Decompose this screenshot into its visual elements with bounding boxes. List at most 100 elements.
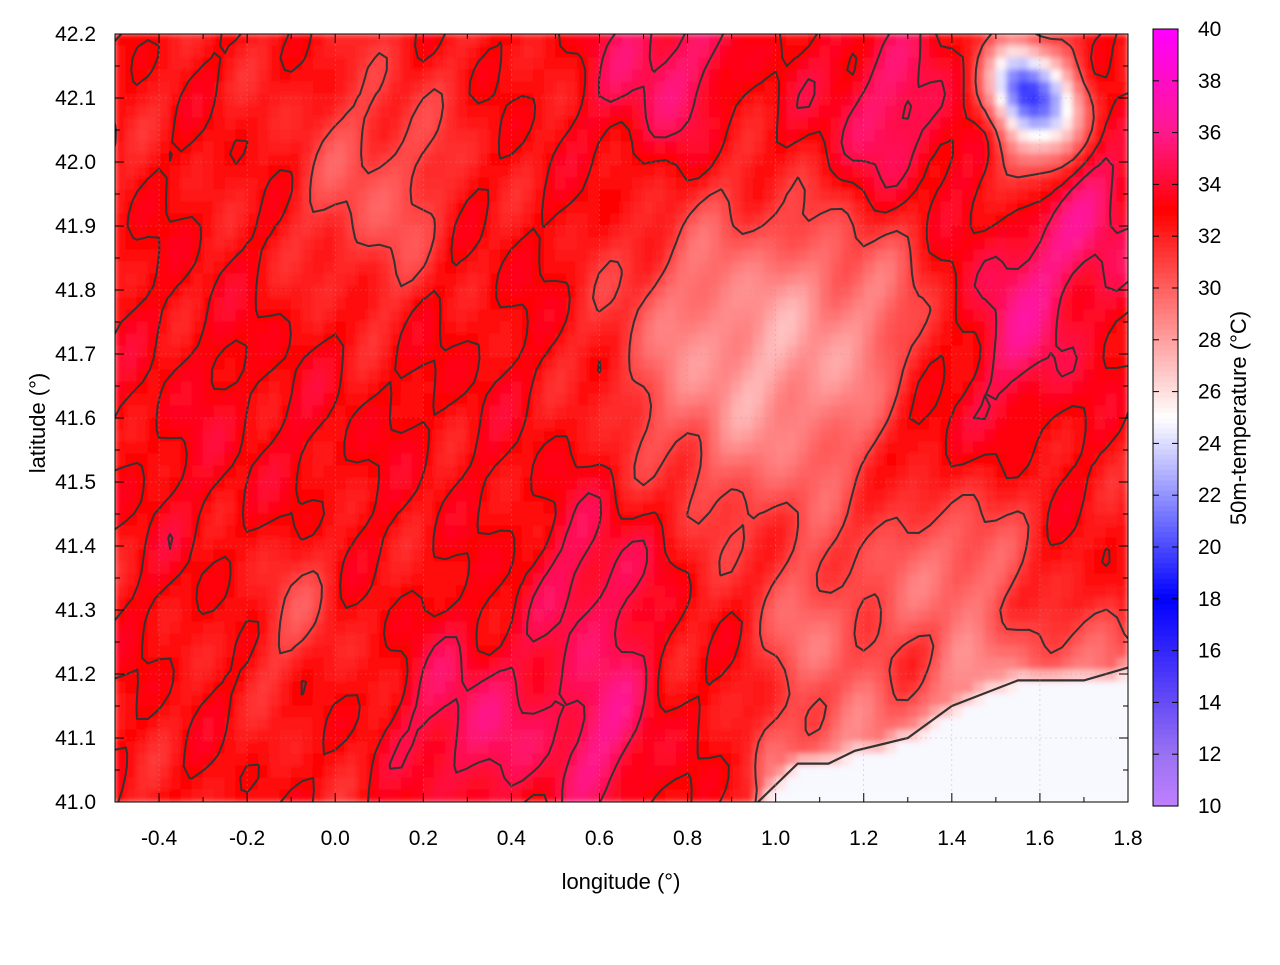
heatmap-cell <box>676 417 689 431</box>
heatmap-cell <box>587 369 600 383</box>
heatmap-cell <box>576 201 589 215</box>
heatmap-cell <box>863 117 876 131</box>
heatmap-cell <box>290 297 303 311</box>
heatmap-cell <box>499 549 512 563</box>
heatmap-cell <box>268 657 281 671</box>
heatmap-cell <box>532 189 545 203</box>
heatmap-cell <box>356 429 369 443</box>
heatmap-cell <box>808 501 821 515</box>
heatmap-cell <box>709 225 722 239</box>
heatmap-cell <box>918 573 931 587</box>
heatmap-cell <box>731 429 744 443</box>
heatmap-cell <box>521 81 534 95</box>
heatmap-cell <box>1028 309 1041 323</box>
heatmap-cell <box>257 93 270 107</box>
heatmap-cell <box>345 513 358 527</box>
heatmap-cell <box>797 249 810 263</box>
heatmap-cell <box>885 213 898 227</box>
heatmap-cell <box>345 501 358 515</box>
heatmap-cell <box>1083 225 1096 239</box>
heatmap-cell <box>202 69 215 83</box>
heatmap-cell <box>345 249 358 263</box>
heatmap-cell <box>367 669 380 683</box>
heatmap-cell <box>554 477 567 491</box>
heatmap-cell <box>323 34 336 47</box>
heatmap-cell <box>1017 321 1030 335</box>
heatmap-cell <box>951 633 964 647</box>
heatmap-cell <box>1006 429 1019 443</box>
heatmap-cell <box>147 93 160 107</box>
heatmap-cell <box>356 465 369 479</box>
heatmap-cell <box>257 333 270 347</box>
heatmap-cell <box>995 273 1008 287</box>
heatmap-cell <box>918 225 931 239</box>
heatmap-cell <box>830 333 843 347</box>
heatmap-cell <box>1072 285 1085 299</box>
heatmap-cell <box>213 489 226 503</box>
heatmap-cell <box>852 657 865 671</box>
heatmap-cell <box>609 345 622 359</box>
heatmap-cell <box>940 201 953 215</box>
heatmap-cell <box>202 597 215 611</box>
heatmap-cell <box>422 225 435 239</box>
heatmap-cell <box>191 453 204 467</box>
heatmap-cell <box>169 645 182 659</box>
heatmap-cell <box>885 309 898 323</box>
heatmap-cell <box>852 285 865 299</box>
heatmap-cell <box>1094 489 1107 503</box>
heatmap-cell <box>268 297 281 311</box>
heatmap-cell <box>521 261 534 275</box>
heatmap-cell <box>775 357 788 371</box>
heatmap-cell <box>554 513 567 527</box>
heatmap-cell <box>841 429 854 443</box>
heatmap-cell <box>1094 189 1107 203</box>
heatmap-cell <box>115 81 127 95</box>
heatmap-cell <box>1017 573 1030 587</box>
heatmap-cell <box>576 453 589 467</box>
heatmap-cell <box>709 453 722 467</box>
heatmap-cell <box>587 381 600 395</box>
heatmap-cell <box>984 189 997 203</box>
heatmap-cell <box>940 645 953 659</box>
heatmap-cell <box>235 225 248 239</box>
heatmap-cell <box>356 285 369 299</box>
heatmap-cell <box>147 453 160 467</box>
heatmap-cell <box>896 501 909 515</box>
heatmap-cell <box>158 441 171 455</box>
heatmap-cell <box>764 105 777 119</box>
heatmap-cell <box>367 225 380 239</box>
heatmap-cell <box>598 297 611 311</box>
heatmap-cell <box>565 153 578 167</box>
heatmap-cell <box>676 309 689 323</box>
heatmap-cell <box>665 333 678 347</box>
heatmap-cell <box>797 393 810 407</box>
heatmap-cell <box>1105 261 1118 275</box>
heatmap-cell <box>565 129 578 143</box>
heatmap-cell <box>213 189 226 203</box>
heatmap-cell <box>169 117 182 131</box>
heatmap-cell <box>676 69 689 83</box>
heatmap-cell <box>742 261 755 275</box>
heatmap-cell <box>312 597 325 611</box>
heatmap-cell <box>125 537 138 551</box>
heatmap-cell <box>444 513 457 527</box>
heatmap-cell <box>400 153 413 167</box>
heatmap-cell <box>786 621 799 635</box>
heatmap-cell <box>499 357 512 371</box>
heatmap-cell <box>907 609 920 623</box>
heatmap-cell <box>169 141 182 155</box>
heatmap-cell <box>609 357 622 371</box>
heatmap-cell <box>488 489 501 503</box>
heatmap-cell <box>180 213 193 227</box>
heatmap-cell <box>378 657 391 671</box>
heatmap-cell <box>676 393 689 407</box>
heatmap-cell <box>345 525 358 539</box>
heatmap-cell <box>621 321 634 335</box>
heatmap-cell <box>169 189 182 203</box>
heatmap-cell <box>158 34 171 47</box>
heatmap-cell <box>554 273 567 287</box>
heatmap-cell <box>268 609 281 623</box>
heatmap-cell <box>1006 621 1019 635</box>
heatmap-cell <box>940 285 953 299</box>
heatmap-cell <box>830 441 843 455</box>
